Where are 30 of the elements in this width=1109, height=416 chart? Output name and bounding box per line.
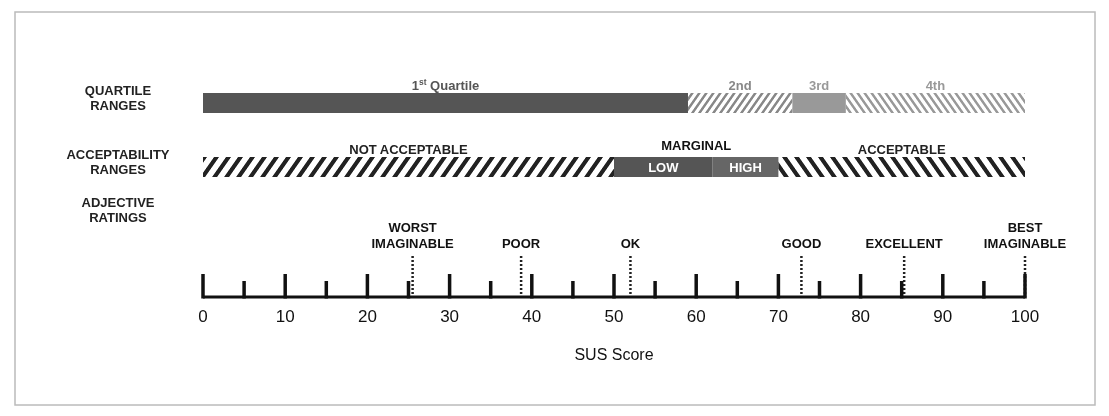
x-tick-label: 90 — [933, 307, 953, 326]
series-label: ACCEPTABLE — [857, 142, 946, 157]
x-tick-label: 10 — [275, 307, 295, 326]
series-label: 4th — [925, 78, 946, 93]
series-label: LOW — [648, 160, 680, 175]
series-label: 1$^{st}$ Quartile — [411, 77, 480, 93]
x-tick-label: 60 — [686, 307, 706, 326]
annotation: MARGINAL — [661, 138, 732, 153]
x-tick-label: 40 — [522, 307, 542, 326]
ref-line-label: GOOD — [781, 236, 822, 251]
x-tick-label: 50 — [604, 307, 624, 326]
x-tick-label: 80 — [851, 307, 871, 326]
ref-line-label: BEST IMAGINABLE — [983, 220, 1067, 251]
ref-line-label: OK — [620, 236, 641, 251]
x-tick-label: 70 — [768, 307, 788, 326]
x-axis-title: SUS Score — [574, 346, 654, 363]
x-tick-label: 0 — [198, 307, 208, 326]
ref-line-label: EXCELLENT — [865, 236, 943, 251]
series-label: 2nd — [728, 78, 752, 93]
y-tick-label: ADJECTIVE RATINGS — [81, 195, 155, 225]
series-label: NOT ACCEPTABLE — [349, 142, 469, 157]
ref-line-label: WORST IMAGINABLE — [371, 220, 455, 251]
x-tick-label: 20 — [357, 307, 377, 326]
series-label: 3rd — [808, 78, 830, 93]
ref-line-label: POOR — [501, 236, 541, 251]
series-label: HIGH — [729, 160, 762, 175]
x-tick-label: 100 — [1010, 307, 1040, 326]
y-tick-label: ACCEPTABILITY RANGES — [66, 147, 170, 177]
x-tick-label: 30 — [440, 307, 460, 326]
y-tick-label: QUARTILE RANGES — [84, 83, 152, 113]
